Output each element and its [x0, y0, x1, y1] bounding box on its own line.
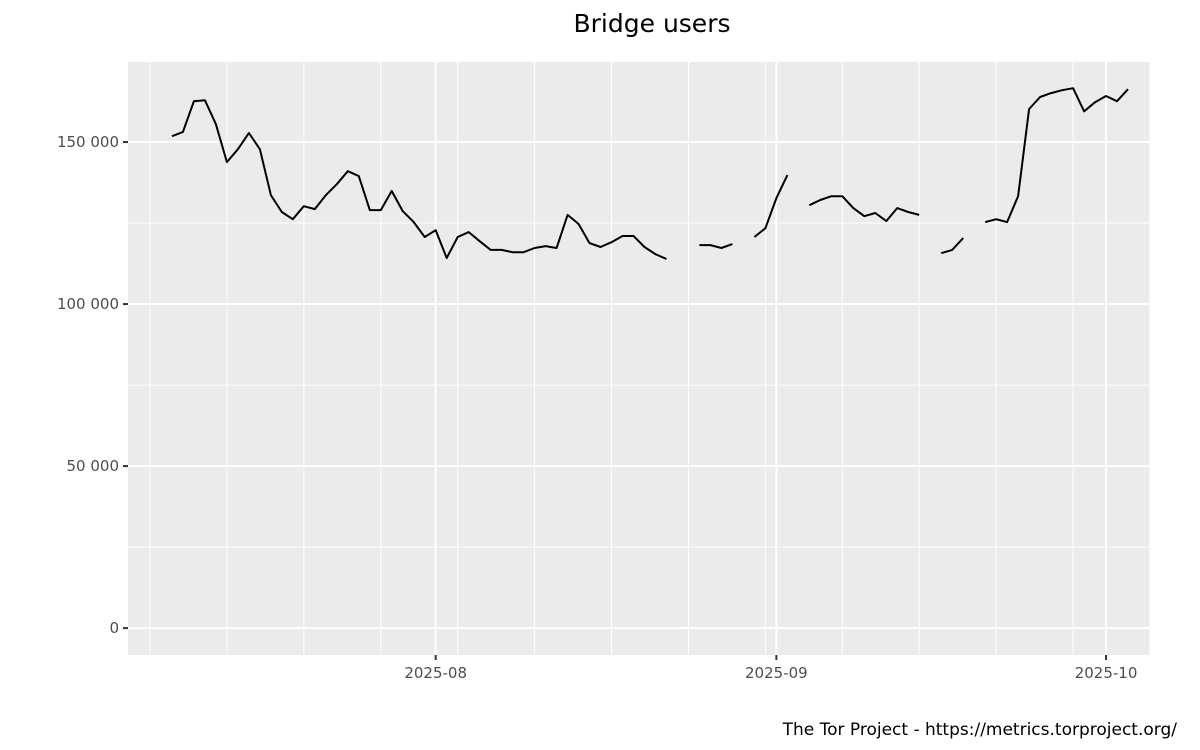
x-tick-label: 2025-10 [1075, 664, 1138, 682]
y-tick-label: 150 000 [57, 133, 119, 151]
y-tick-label: 0 [109, 619, 119, 637]
y-tick-label: 50 000 [67, 457, 120, 475]
y-tick-label: 100 000 [57, 295, 119, 313]
line-segment [171, 99, 667, 260]
plot-panel [128, 62, 1150, 655]
line-segment [753, 174, 789, 238]
line-segment [984, 87, 1129, 224]
line-segment [699, 243, 733, 249]
axes: 0 50 000 100 000 150 000 2025-08 2025-09 2025-… [57, 133, 1137, 682]
gridlines [128, 62, 1151, 655]
x-tick-label: 2025-08 [404, 664, 467, 682]
chart-title: Bridge users [574, 9, 731, 38]
x-tick-label: 2025-09 [745, 664, 808, 682]
series-line [171, 87, 1129, 260]
line-segment [808, 195, 920, 223]
chart-caption: The Tor Project - https://metrics.torpro… [782, 720, 1178, 740]
line-segment [940, 237, 964, 255]
